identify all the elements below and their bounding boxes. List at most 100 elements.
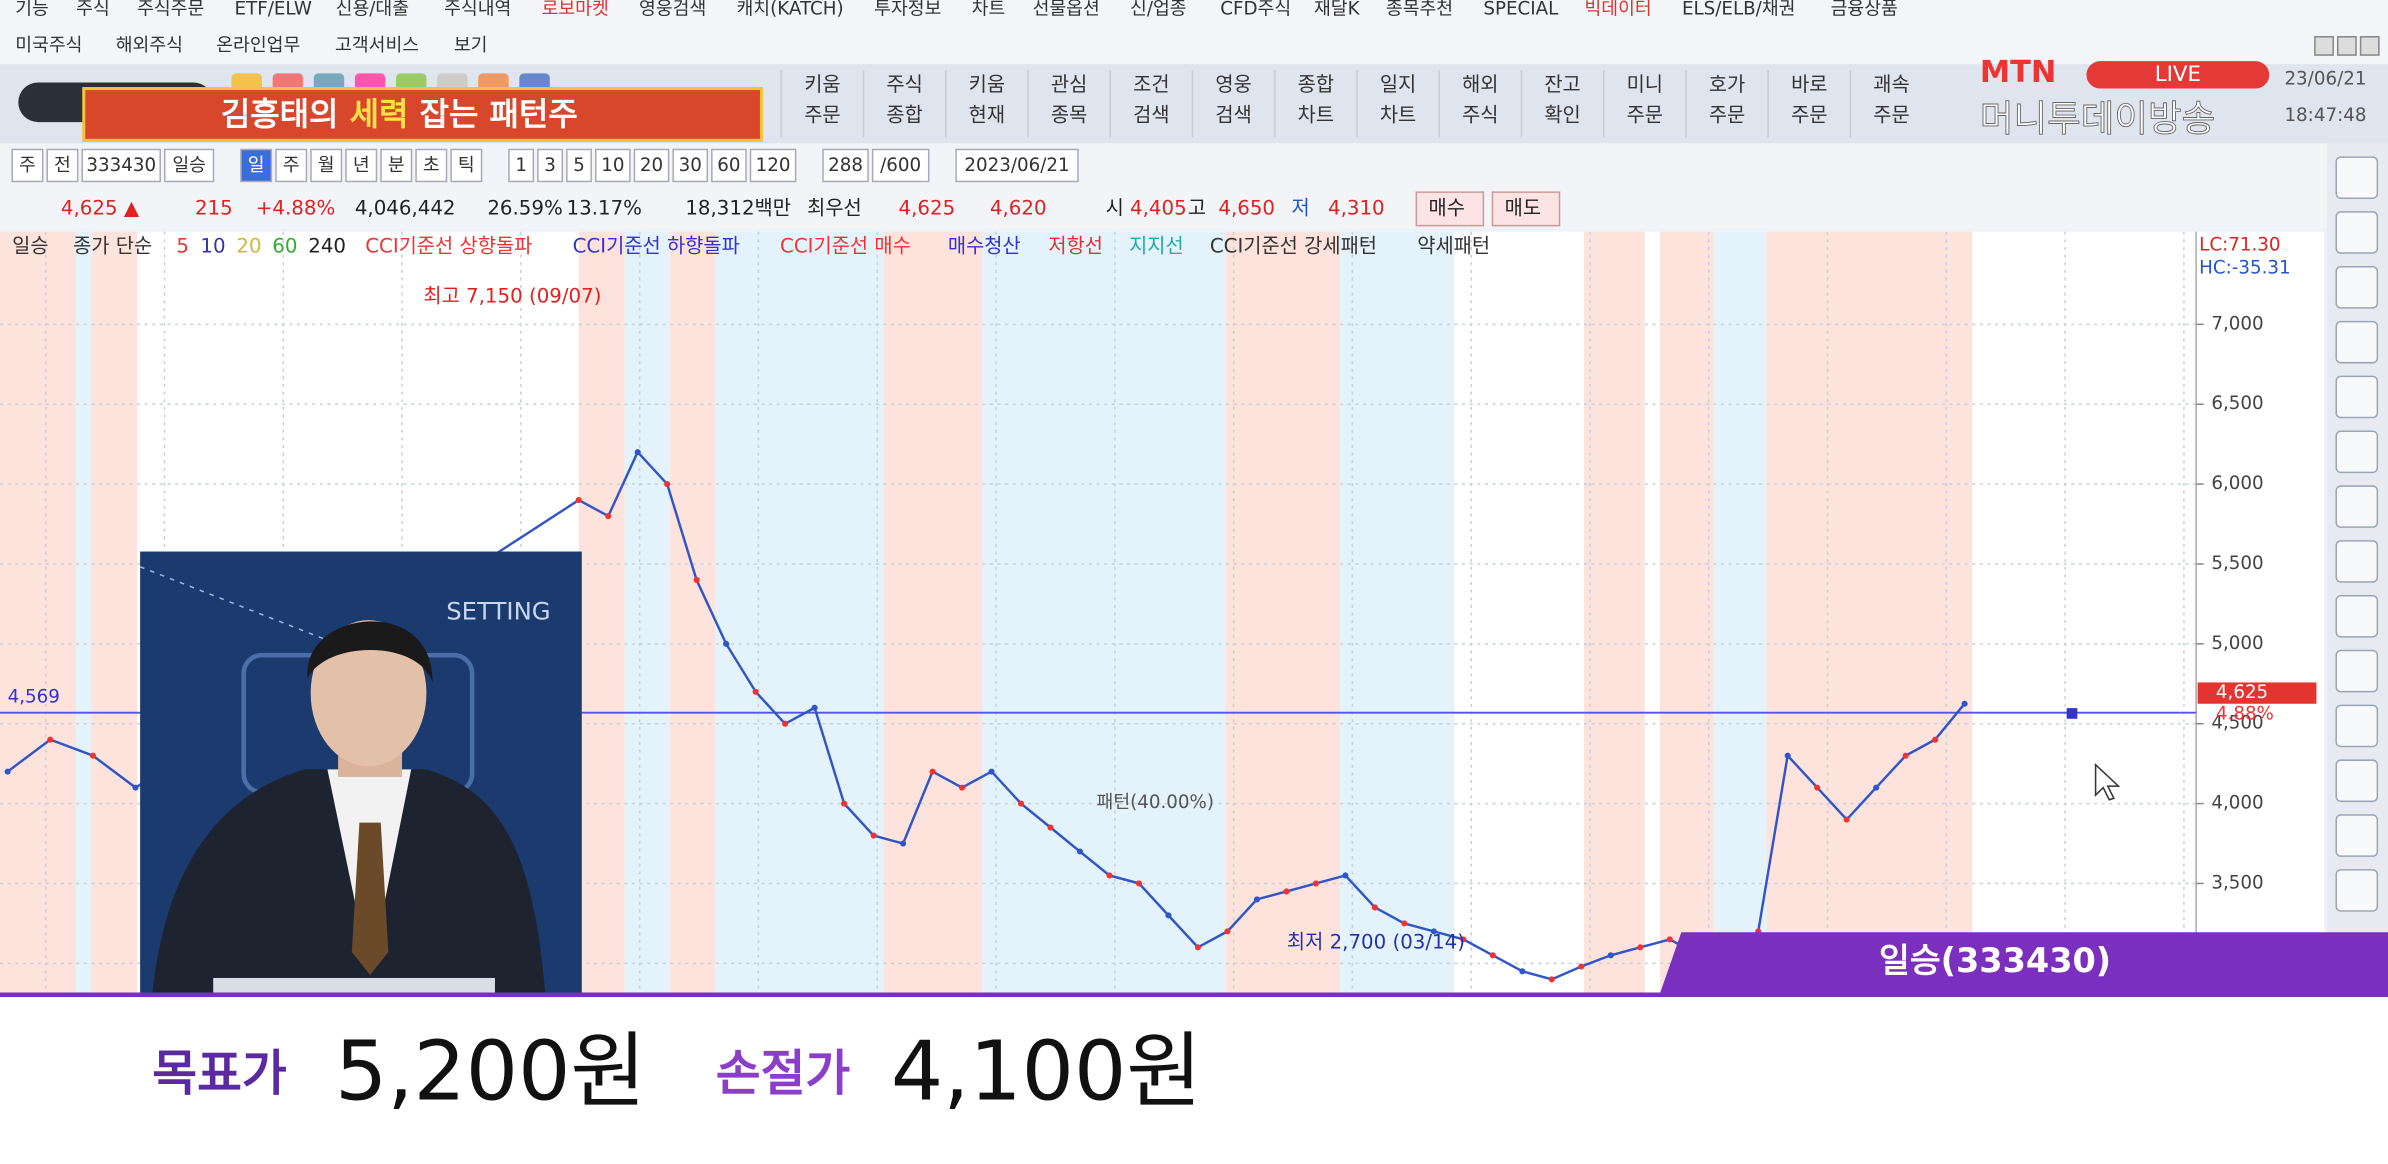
- toolbar-button[interactable]: 주문: [1791, 103, 1827, 126]
- side-tool[interactable]: [2335, 265, 2379, 309]
- toolbar-button[interactable]: 종목: [1051, 103, 1087, 126]
- menu-item[interactable]: 보기: [454, 35, 488, 56]
- toolbar-field[interactable]: [955, 148, 1079, 183]
- menu-item[interactable]: 재달K: [1314, 0, 1361, 19]
- window-button[interactable]: [2336, 36, 2357, 56]
- toolbar-field-text[interactable]: 주: [283, 155, 300, 176]
- toolbar-button[interactable]: 차트: [1298, 103, 1334, 126]
- toolbar-field-text[interactable]: 3: [544, 155, 556, 176]
- toolbar-field-text[interactable]: 전: [54, 155, 71, 176]
- toolbar-field[interactable]: [345, 148, 378, 183]
- toolbar-button[interactable]: 확인: [1544, 103, 1580, 126]
- toolbar-button[interactable]: 괘속: [1873, 73, 1909, 96]
- side-tool[interactable]: [2335, 869, 2379, 912]
- toolbar-field-text[interactable]: 5: [573, 155, 585, 176]
- menu-item[interactable]: CFD주식: [1220, 0, 1291, 19]
- toolbar-field[interactable]: [11, 148, 44, 183]
- toolbar-field-text[interactable]: 288: [828, 155, 863, 176]
- toolbar-button[interactable]: 호가: [1709, 73, 1745, 96]
- toolbar-field[interactable]: [871, 148, 930, 183]
- menu-item[interactable]: 선물옵션: [1033, 0, 1100, 19]
- menu-item[interactable]: 주식내역: [444, 0, 511, 19]
- menu-item[interactable]: 미국주식: [15, 35, 82, 56]
- menu-item[interactable]: ETF/ELW: [235, 0, 312, 19]
- toolbar-field[interactable]: [46, 148, 79, 183]
- toolbar-button[interactable]: 일지: [1380, 73, 1416, 96]
- menu-item[interactable]: 종목추천: [1386, 0, 1453, 19]
- menu-item[interactable]: 투자정보: [874, 0, 941, 19]
- toolbar-button[interactable]: 주식: [886, 73, 922, 96]
- toolbar-field[interactable]: [240, 148, 273, 183]
- menu-item[interactable]: 고객서비스: [335, 35, 419, 56]
- toolbar-button[interactable]: 주문: [1627, 103, 1663, 126]
- toolbar-field-text[interactable]: 년: [353, 155, 370, 176]
- toolbar-button[interactable]: 미니: [1627, 73, 1663, 96]
- toolbar-button[interactable]: 관심: [1051, 73, 1087, 96]
- toolbar-button[interactable]: 조건: [1133, 73, 1169, 96]
- toolbar-field[interactable]: [711, 148, 747, 183]
- toolbar-button[interactable]: 차트: [1380, 103, 1416, 126]
- side-tool[interactable]: [2335, 540, 2379, 583]
- menu-item[interactable]: 주식: [76, 0, 110, 19]
- toolbar-field[interactable]: [749, 148, 797, 183]
- menu-item[interactable]: 캐치(KATCH): [737, 0, 844, 19]
- toolbar-field[interactable]: [450, 148, 483, 183]
- toolbar-field[interactable]: [164, 148, 215, 183]
- toolbar-field-text[interactable]: 30: [679, 155, 702, 176]
- toolbar-field[interactable]: [566, 148, 592, 183]
- toolbar-field-text[interactable]: 20: [640, 155, 663, 176]
- side-tool[interactable]: [2335, 375, 2379, 419]
- menu-item[interactable]: 빅데이터: [1584, 0, 1651, 19]
- menu-item[interactable]: 로보마켓: [542, 0, 609, 19]
- toolbar-field-text[interactable]: 분: [388, 155, 405, 176]
- side-tool[interactable]: [2335, 594, 2379, 638]
- toolbar-field[interactable]: [508, 148, 535, 183]
- window-button[interactable]: [2359, 36, 2380, 56]
- toolbar-field-text[interactable]: 1: [515, 155, 527, 176]
- side-tool[interactable]: [2335, 320, 2379, 364]
- toolbar-field[interactable]: [822, 148, 869, 183]
- toolbar-field-text[interactable]: 120: [756, 155, 791, 176]
- order-button[interactable]: [1415, 191, 1485, 227]
- menu-item[interactable]: 차트: [972, 0, 1006, 19]
- toolbar-button[interactable]: 해외: [1462, 73, 1498, 96]
- side-tool[interactable]: [2335, 704, 2379, 748]
- toolbar-field-text[interactable]: 일: [248, 155, 265, 176]
- toolbar-field[interactable]: [380, 148, 413, 183]
- toolbar-field[interactable]: [275, 148, 308, 183]
- toolbar-field-text[interactable]: /600: [880, 155, 921, 176]
- toolbar-field[interactable]: [633, 148, 670, 183]
- toolbar-field-text[interactable]: 일승: [172, 155, 206, 176]
- side-tool[interactable]: [2335, 814, 2379, 857]
- side-tool[interactable]: [2335, 759, 2379, 803]
- menu-item[interactable]: 주식주문: [137, 0, 204, 19]
- toolbar-button[interactable]: 잔고: [1544, 73, 1580, 96]
- toolbar-field[interactable]: [595, 148, 631, 183]
- quote-field[interactable]: 매도: [1505, 196, 1541, 219]
- toolbar-button[interactable]: 종합: [1298, 73, 1334, 96]
- toolbar-field-text[interactable]: 2023/06/21: [964, 155, 1069, 176]
- toolbar-button[interactable]: 검색: [1215, 103, 1251, 126]
- toolbar-field[interactable]: [415, 148, 448, 183]
- toolbar-button[interactable]: 검색: [1133, 103, 1169, 126]
- side-tool[interactable]: [2335, 430, 2379, 474]
- toolbar-field-text[interactable]: 10: [601, 155, 624, 176]
- toolbar-button[interactable]: 주문: [804, 103, 840, 126]
- toolbar-button[interactable]: 종합: [886, 103, 922, 126]
- menu-item[interactable]: ELS/ELB/채권: [1682, 0, 1795, 19]
- side-tool[interactable]: [2335, 649, 2379, 693]
- toolbar-button[interactable]: 바로: [1791, 73, 1827, 96]
- toolbar-button[interactable]: 키움: [969, 73, 1005, 96]
- toolbar-field-text[interactable]: 333430: [86, 155, 156, 176]
- order-button[interactable]: [1491, 191, 1561, 227]
- toolbar-button[interactable]: 주문: [1709, 103, 1745, 126]
- toolbar-field[interactable]: [672, 148, 709, 183]
- quote-field[interactable]: 매수: [1429, 196, 1465, 219]
- toolbar-field-text[interactable]: 월: [318, 155, 335, 176]
- toolbar-field[interactable]: [537, 148, 564, 183]
- toolbar-field[interactable]: [310, 148, 343, 183]
- toolbar-button[interactable]: 주문: [1873, 103, 1909, 126]
- toolbar-field-text[interactable]: 60: [717, 155, 740, 176]
- toolbar-button[interactable]: 키움: [804, 73, 840, 96]
- side-tool[interactable]: [2335, 485, 2379, 528]
